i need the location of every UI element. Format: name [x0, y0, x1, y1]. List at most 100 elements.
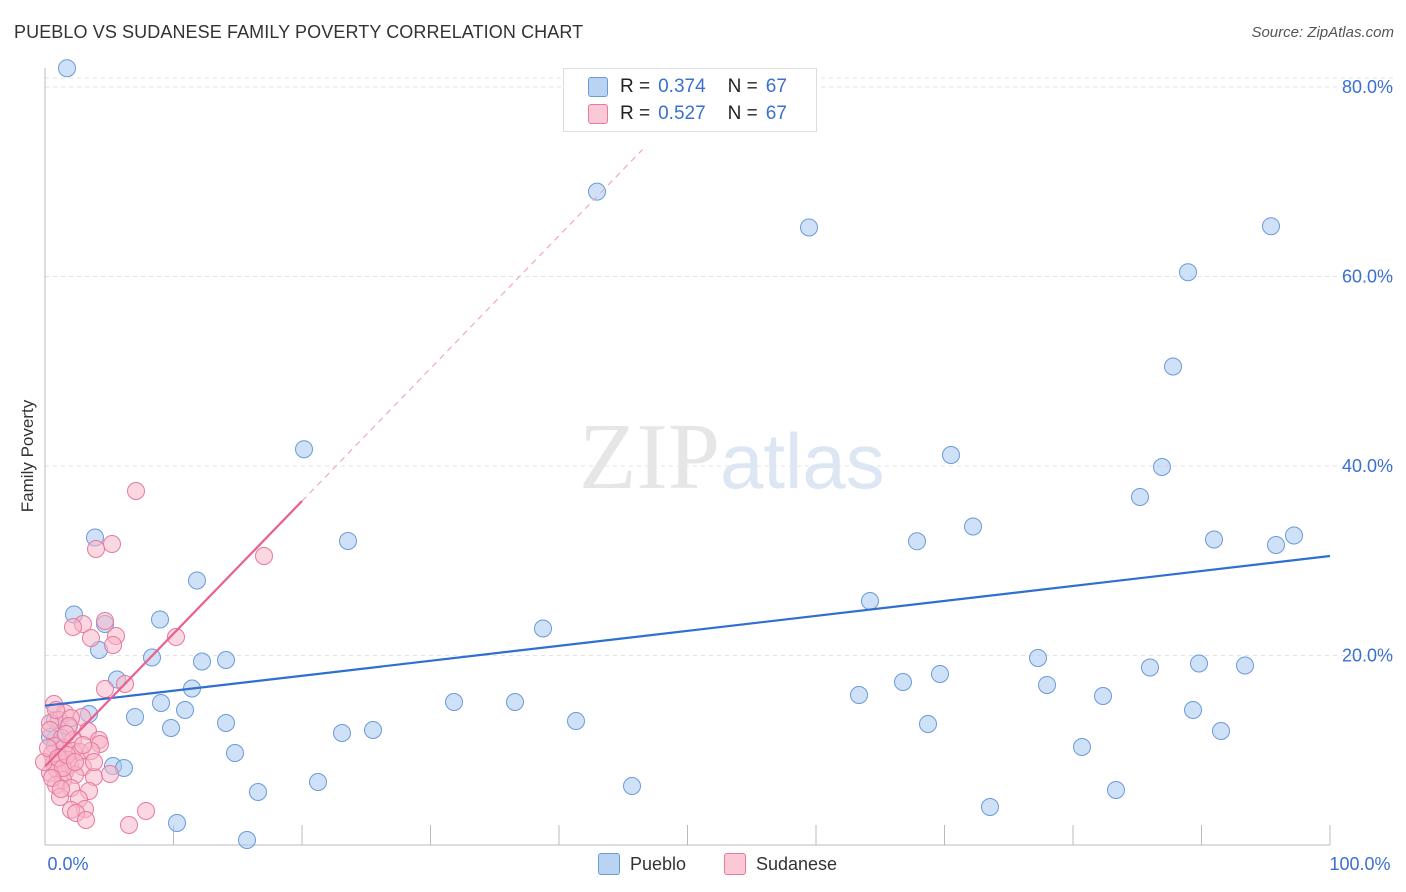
pueblo-point	[1267, 536, 1285, 554]
pueblo-point	[1029, 649, 1047, 667]
pueblo-point	[1131, 488, 1149, 506]
pueblo-point	[1236, 656, 1254, 675]
watermark-zip: ZIP	[579, 405, 720, 509]
r-label: R =	[620, 76, 651, 97]
sudanese-point	[101, 765, 119, 783]
sudanese-point	[77, 811, 95, 829]
sudanese-trend-extrapolation	[301, 149, 643, 502]
correlation-legend: R = 0.374 N = 67 R = 0.527 N = 67	[563, 68, 817, 132]
pueblo-point	[1262, 217, 1280, 236]
pueblo-point	[623, 777, 641, 795]
watermark-atlas: atlas	[720, 417, 885, 505]
pueblo-point	[364, 721, 382, 739]
data-points	[35, 59, 1303, 849]
pueblo-point	[567, 712, 585, 730]
trend-lines	[44, 149, 1331, 768]
y-tick-label: 40.0%	[1342, 456, 1393, 476]
sudanese-point	[127, 482, 145, 500]
pueblo-point	[162, 719, 180, 737]
pueblo-point	[1205, 530, 1223, 549]
pueblo-point	[226, 744, 244, 762]
pueblo-legend-label: Pueblo	[630, 853, 687, 874]
pueblo-point	[1212, 722, 1230, 740]
grid	[45, 77, 1393, 656]
pueblo-point	[931, 665, 949, 683]
pueblo-point	[188, 571, 206, 590]
sudanese-legend-label: Sudanese	[756, 853, 838, 874]
x-tick-label: 0.0%	[47, 854, 88, 874]
pueblo-point	[981, 798, 999, 816]
pueblo-point	[1141, 658, 1159, 677]
pueblo-point	[249, 783, 267, 801]
pueblo-point	[861, 592, 879, 610]
pueblo-point	[309, 773, 327, 791]
pueblo-point	[217, 714, 235, 732]
sudanese-point	[74, 736, 92, 754]
y-tick-label: 60.0%	[1342, 267, 1393, 287]
sudanese-point	[255, 547, 273, 565]
pueblo-point	[58, 59, 76, 78]
pueblo-point	[217, 651, 235, 669]
pueblo-swatch	[588, 77, 608, 97]
sudanese-point	[64, 618, 82, 636]
x-tick-label: 100.0%	[1329, 854, 1390, 874]
sudanese-point	[82, 629, 100, 647]
pueblo-point	[1164, 357, 1182, 376]
pueblo-trend-line	[44, 554, 1331, 707]
pueblo-point	[588, 182, 606, 201]
pueblo-point	[151, 610, 169, 629]
legend-row-sudanese: R = 0.527 N = 67	[588, 102, 787, 126]
pueblo-point	[908, 532, 926, 551]
pueblo-point	[295, 440, 313, 459]
pueblo-point	[942, 446, 960, 464]
sudanese-point	[96, 680, 114, 698]
pueblo-point	[894, 673, 912, 691]
pueblo-point	[1094, 687, 1112, 705]
pueblo-point	[339, 532, 357, 550]
pueblo-point	[126, 708, 144, 726]
sudanese-point	[104, 636, 122, 654]
sudanese-point	[66, 753, 84, 771]
legend-row-pueblo: R = 0.374 N = 67	[588, 75, 787, 99]
legend-item-pueblo[interactable]: Pueblo	[598, 852, 686, 876]
pueblo-point	[193, 652, 211, 671]
sudanese-point	[96, 612, 114, 630]
r-label: R =	[620, 103, 651, 124]
pueblo-point	[1038, 676, 1056, 694]
sudanese-point	[57, 725, 75, 743]
n-value: 67	[765, 103, 787, 124]
pueblo-point	[1153, 458, 1171, 476]
pueblo-point	[964, 517, 982, 536]
sudanese-point	[120, 816, 138, 834]
y-tick-label: 80.0%	[1342, 77, 1393, 97]
axes	[44, 68, 1331, 846]
pueblo-point	[919, 715, 937, 733]
pueblo-point	[238, 831, 256, 849]
tick-labels: 20.0% 40.0% 60.0% 80.0% 0.0% 100.0%	[47, 77, 1393, 874]
r-value: 0.374	[658, 76, 706, 97]
pueblo-point	[1179, 263, 1197, 282]
chart-title: PUEBLO VS SUDANESE FAMILY POVERTY CORREL…	[14, 22, 584, 42]
pueblo-point	[850, 686, 868, 704]
n-label: N =	[727, 76, 758, 97]
r-value: 0.527	[658, 103, 706, 124]
sudanese-point	[52, 780, 70, 798]
pueblo-point	[445, 693, 463, 711]
pueblo-point	[534, 619, 552, 638]
pueblo-point	[176, 701, 194, 719]
sudanese-point	[85, 753, 103, 771]
pueblo-point	[506, 693, 524, 711]
pueblo-point	[1073, 738, 1091, 756]
pueblo-point	[333, 724, 351, 742]
sudanese-trend-line	[44, 500, 303, 768]
sudanese-legend-swatch	[724, 853, 746, 875]
sudanese-point	[87, 540, 105, 558]
pueblo-point	[152, 694, 170, 712]
pueblo-point	[1107, 781, 1125, 799]
sudanese-point	[103, 535, 121, 553]
pueblo-point	[1190, 654, 1208, 673]
sudanese-swatch	[588, 104, 608, 124]
pueblo-point	[1184, 701, 1202, 719]
legend-item-sudanese[interactable]: Sudanese	[724, 852, 837, 876]
